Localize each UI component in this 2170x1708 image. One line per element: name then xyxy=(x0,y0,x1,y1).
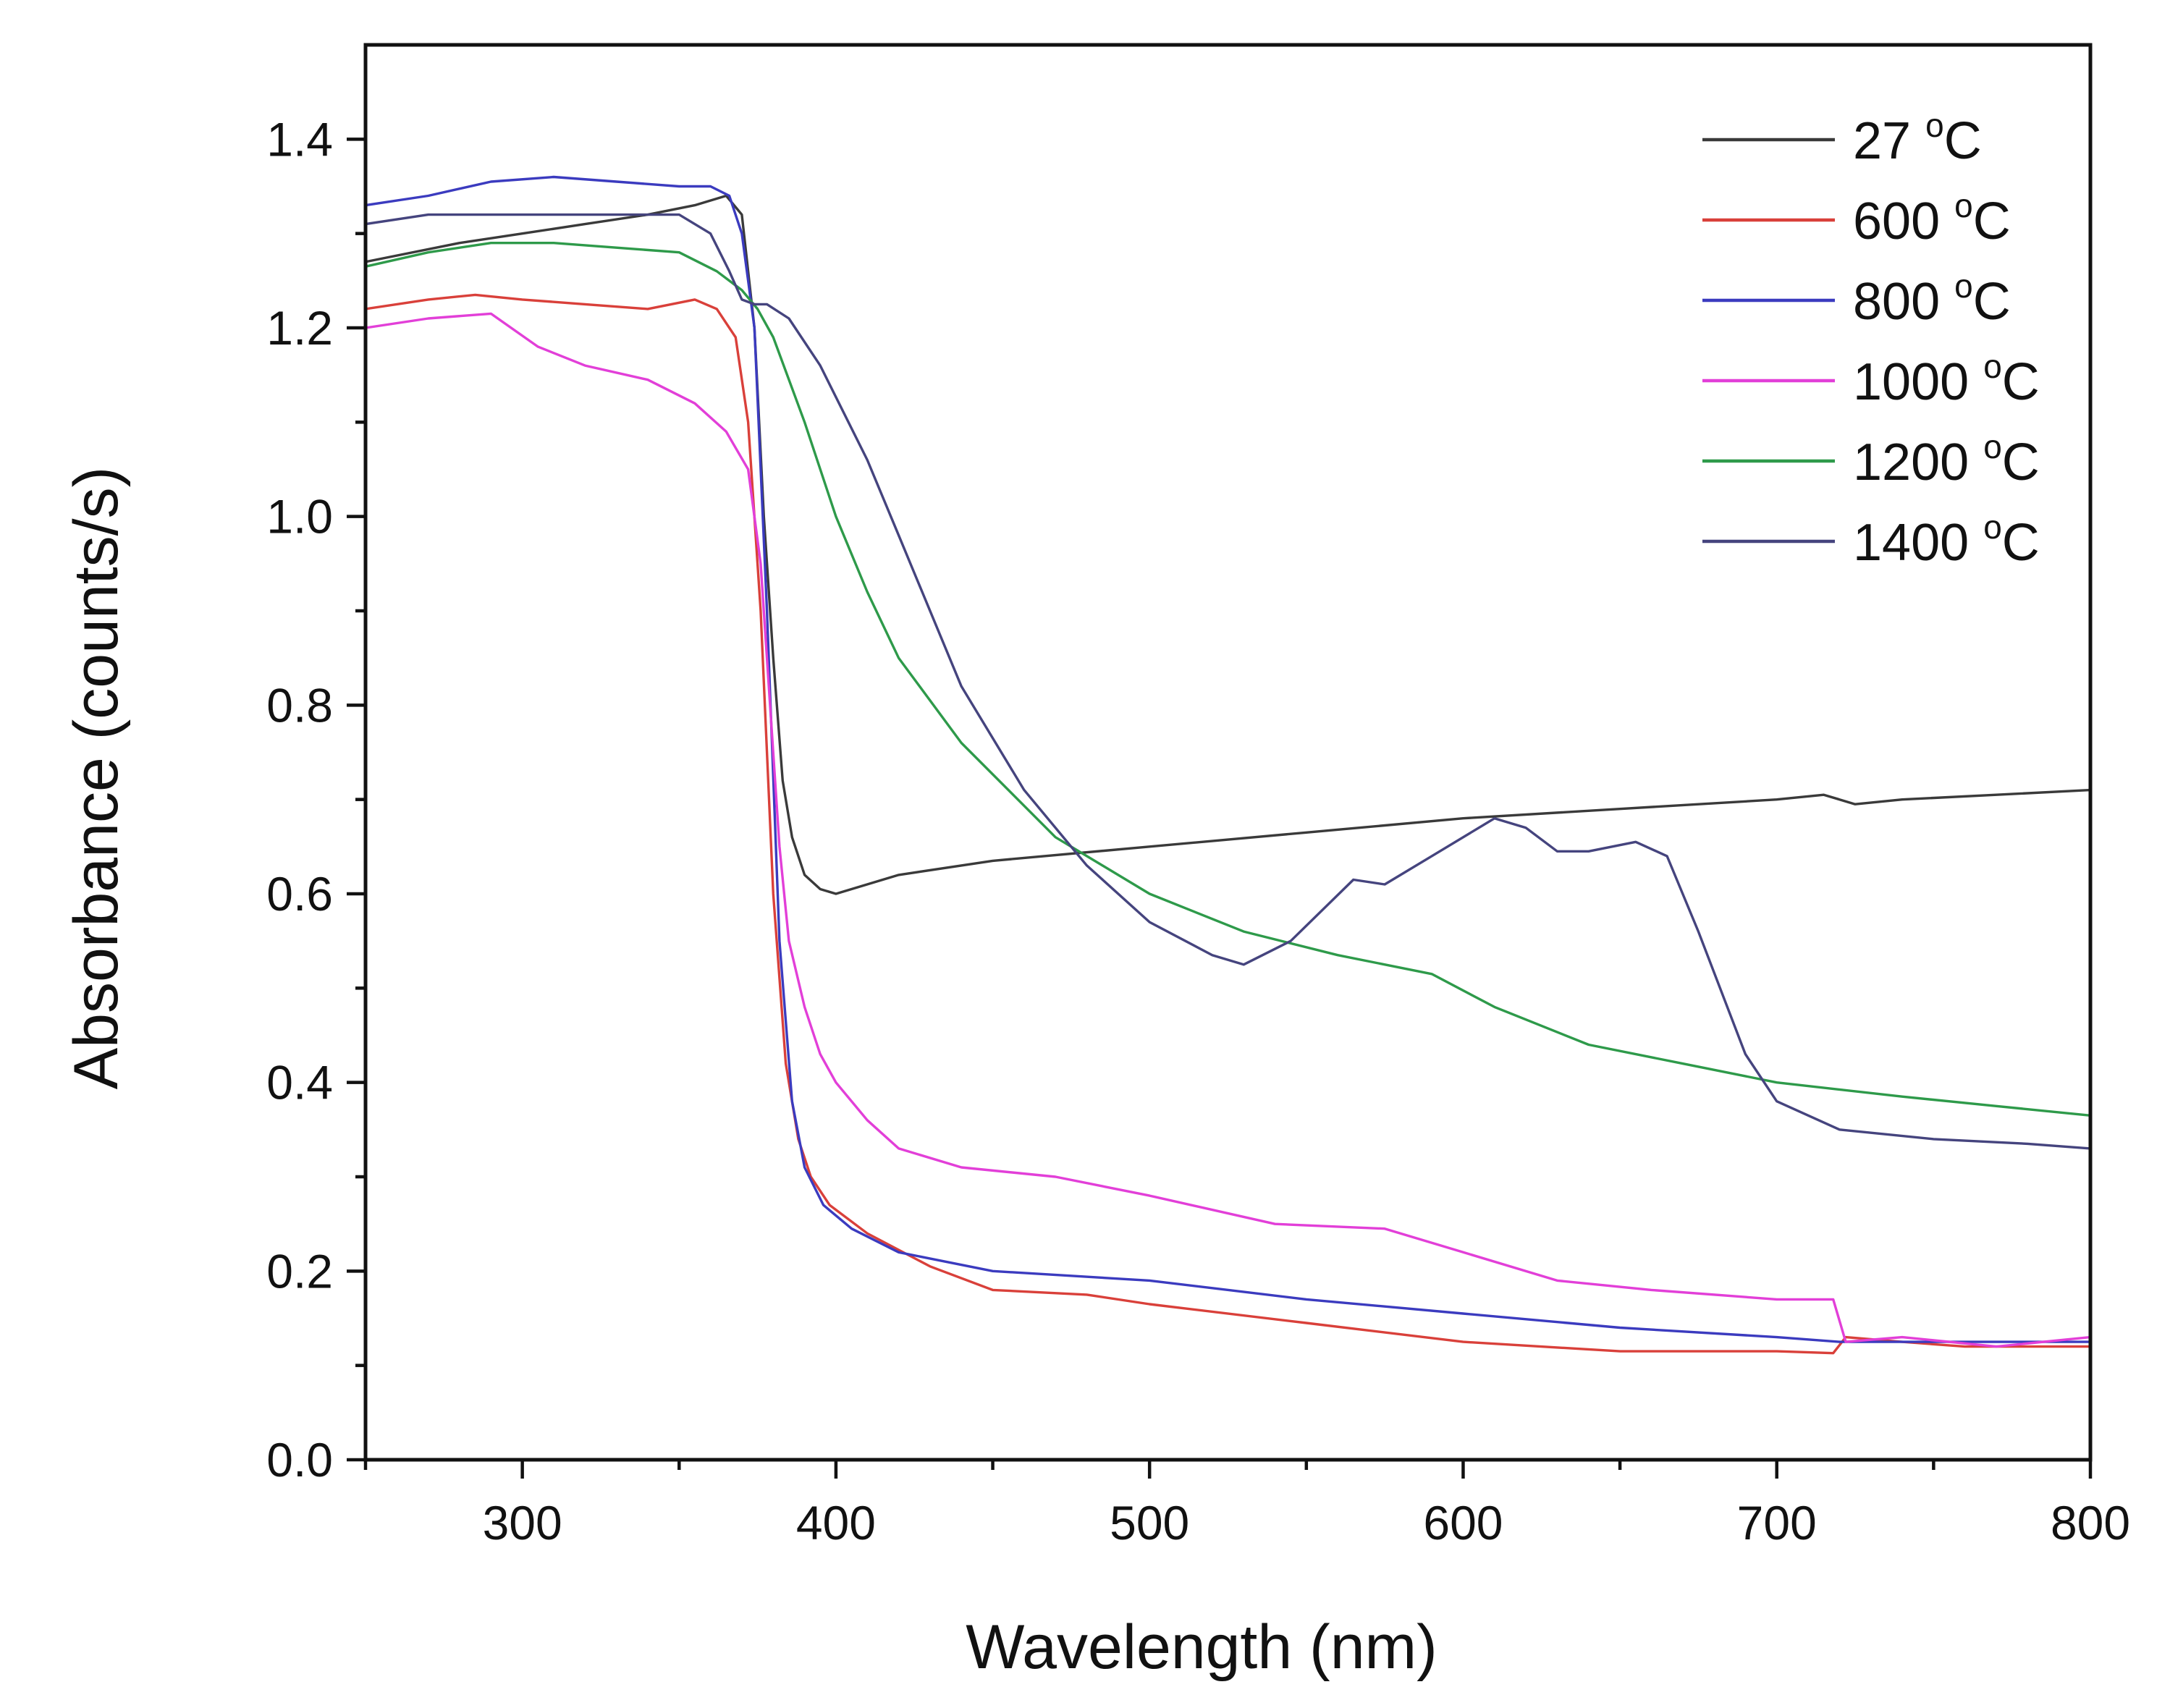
legend-unit: C xyxy=(2002,434,2040,491)
x-axis-title: Wavelength (nm) xyxy=(966,1612,1437,1682)
y-tick-label: 1.0 xyxy=(266,490,333,544)
legend-label: 1000 oC xyxy=(1853,347,2040,411)
y-tick-label: 1.4 xyxy=(266,112,333,166)
legend-label: 1200 oC xyxy=(1853,428,2040,491)
legend-item-600c: 600 oC xyxy=(1702,187,2011,250)
legend-unit: C xyxy=(1944,112,1982,170)
legend-unit: C xyxy=(1973,273,2011,331)
axes-frame xyxy=(363,43,2093,1462)
y-tick-label: 0.0 xyxy=(266,1433,333,1487)
legend-unit: C xyxy=(2002,514,2040,572)
legend-value: 1400 xyxy=(1853,514,1983,572)
x-tick-label: 400 xyxy=(796,1496,876,1550)
legend-degree-sup: o xyxy=(1925,106,1944,144)
series-line-27c xyxy=(366,194,2090,895)
legend-degree-sup: o xyxy=(1983,428,2002,465)
legend-item-1000c: 1000 oC xyxy=(1702,347,2040,411)
x-tick-label: 800 xyxy=(2051,1496,2130,1550)
series-lines xyxy=(366,175,2090,1355)
legend-label: 1400 oC xyxy=(1853,508,2040,572)
series-line-1200c xyxy=(366,242,2090,1117)
series-line-600c xyxy=(366,293,2090,1355)
legend-value: 1200 xyxy=(1853,434,1983,491)
legend-unit: C xyxy=(1973,193,2011,250)
legend-item-1200c: 1200 oC xyxy=(1702,428,2040,491)
plot-group xyxy=(366,175,2090,1355)
legend-degree-sup: o xyxy=(1983,508,2002,546)
y-tick-label: 1.2 xyxy=(266,301,333,355)
legend-value: 1000 xyxy=(1853,353,1983,411)
legend-value: 600 xyxy=(1853,193,1954,250)
legend-value: 27 xyxy=(1853,112,1925,170)
x-tick-label: 500 xyxy=(1110,1496,1189,1550)
y-tick-label: 0.4 xyxy=(266,1056,333,1109)
series-line-1400c xyxy=(366,213,2090,1150)
legend-item-27c: 27 oC xyxy=(1702,106,1982,170)
legend-degree-sup: o xyxy=(1954,187,1973,224)
series-line-1000c xyxy=(366,312,2090,1348)
x-tick-label: 700 xyxy=(1737,1496,1817,1550)
legend-label: 27 oC xyxy=(1853,106,1982,170)
legend-item-800c: 800 oC xyxy=(1702,267,2011,331)
series-line-800c xyxy=(366,175,2090,1343)
y-tick-label: 0.6 xyxy=(266,867,333,921)
legend-unit: C xyxy=(2002,353,2040,411)
legend-value: 800 xyxy=(1853,273,1954,331)
legend-label: 600 oC xyxy=(1853,187,2011,250)
y-tick-label: 0.2 xyxy=(266,1244,333,1298)
y-tick-label: 0.8 xyxy=(266,678,333,732)
x-tick-label: 300 xyxy=(483,1496,562,1550)
axis-ticks: 300 400 500 600 700 800 0.0 0.2 0.4 0.6 0.8 1.0 1.2 1… xyxy=(266,112,2130,1550)
legend-item-1400c: 1400 oC xyxy=(1702,508,2040,572)
legend-degree-sup: o xyxy=(1954,267,1973,305)
legend-degree-sup: o xyxy=(1983,347,2002,385)
x-tick-label: 600 xyxy=(1423,1496,1503,1550)
plot-frame xyxy=(363,43,2093,1462)
legend-label: 800 oC xyxy=(1853,267,2011,331)
y-axis-title: Absorbance (counts/s) xyxy=(62,467,131,1089)
